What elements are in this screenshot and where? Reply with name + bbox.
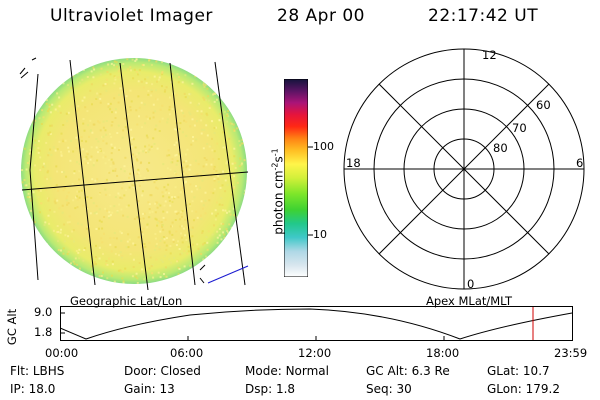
left-panel-caption: Geographic Lat/Lon: [70, 294, 183, 308]
mlt-label-0: 0: [467, 277, 475, 291]
glat-label: GLat:: [487, 364, 520, 378]
colorbar-tick-10: 10: [313, 228, 327, 241]
glat-value: 10.7: [522, 364, 550, 378]
xtick-1800: 18:00: [426, 346, 460, 360]
flt-value: LBHS: [32, 364, 65, 378]
altitude-ytick-bottom: 1.8: [34, 325, 53, 339]
glon-label: GLon:: [487, 382, 522, 396]
status-mode: Mode: Normal: [245, 364, 329, 378]
gain-label: Gain:: [124, 382, 156, 396]
seq-value: 30: [396, 382, 412, 396]
app-title: Ultraviolet Imager: [50, 6, 213, 26]
altitude-plot: [60, 306, 573, 341]
xtick-1200: 12:00: [298, 346, 332, 360]
unit-mid: s: [271, 156, 286, 163]
mlat-label-80: 80: [493, 141, 508, 155]
gc-alt-label: GC Alt:: [366, 364, 408, 378]
status-glon: GLon: 179.2: [487, 382, 560, 396]
date-display: 28 Apr 00: [277, 6, 365, 26]
status-seq: Seq: 30: [366, 382, 412, 396]
colorbar-unit-label: photon cm-2s-1: [271, 127, 286, 257]
status-door: Door: Closed: [124, 364, 201, 378]
colorbar-tick-100: 100: [313, 140, 334, 153]
mlat-label-70: 70: [512, 121, 527, 135]
altitude-ytick-top: 9.0: [34, 305, 53, 319]
dsp-value: 1.8: [275, 382, 296, 396]
altitude-curve: [60, 308, 573, 340]
dsp-label: Dsp:: [245, 382, 273, 396]
mode-label: Mode:: [245, 364, 282, 378]
ip-value: 18.0: [28, 382, 56, 396]
status-dsp: Dsp: 1.8: [245, 382, 295, 396]
mode-value: Normal: [285, 364, 329, 378]
flt-label: Flt:: [10, 364, 29, 378]
colorbar-tick-marks: [308, 146, 313, 236]
mlt-label-12: 12: [482, 48, 497, 62]
status-ip: IP: 18.0: [10, 382, 55, 396]
status-gc-alt: GC Alt: 6.3 Re: [366, 364, 450, 378]
earth-disk: [21, 58, 247, 284]
door-value: Closed: [160, 364, 201, 378]
color-scale-bar: [284, 79, 308, 277]
time-display: 22:17:42 UT: [428, 6, 539, 26]
status-flt: Flt: LBHS: [10, 364, 64, 378]
status-gain: Gain: 13: [124, 382, 175, 396]
gain-value: 13: [159, 382, 175, 396]
altitude-ylabel: GC Alt: [5, 308, 20, 346]
mlt-label-6: 6: [576, 156, 584, 170]
xtick-0600: 06:00: [170, 346, 204, 360]
unit-exp1: -2: [270, 162, 280, 171]
corner-marks: [19, 57, 206, 284]
polar-mlat-mlt-grid: [343, 48, 585, 290]
lat-lon-grid: [21, 59, 249, 291]
mlt-label-18: 18: [346, 156, 361, 170]
gc-alt-value: 6.3 Re: [411, 364, 450, 378]
unit-exp2: -1: [270, 148, 280, 157]
xtick-2359: 23:59: [554, 346, 588, 360]
door-label: Door:: [124, 364, 157, 378]
mlat-label-60: 60: [536, 98, 551, 112]
glon-value: 179.2: [525, 382, 560, 396]
unit-main: photon cm: [271, 170, 286, 235]
seq-label: Seq:: [366, 382, 393, 396]
sun-track-line: [207, 265, 249, 284]
right-panel-caption: Apex MLat/MLT: [426, 294, 513, 308]
status-glat: GLat: 10.7: [487, 364, 550, 378]
xtick-0000: 00:00: [45, 346, 79, 360]
ip-label: IP:: [10, 382, 25, 396]
